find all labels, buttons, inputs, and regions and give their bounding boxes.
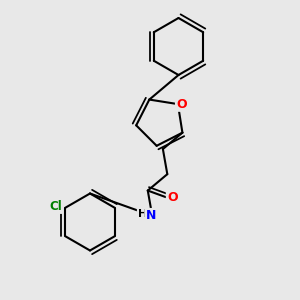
Text: O: O xyxy=(167,190,178,204)
Text: N: N xyxy=(146,209,156,222)
Text: H: H xyxy=(138,209,147,219)
Text: O: O xyxy=(176,98,187,111)
Text: Cl: Cl xyxy=(49,200,62,213)
